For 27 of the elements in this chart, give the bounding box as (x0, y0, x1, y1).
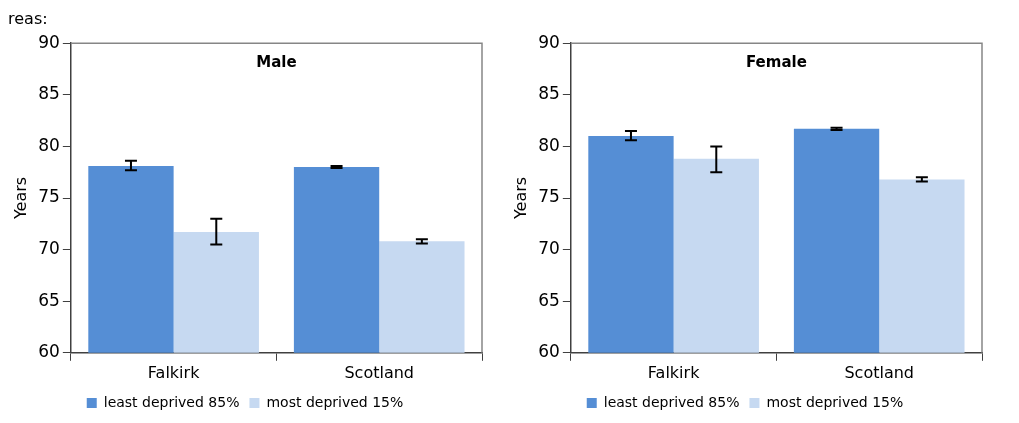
text: Female (745, 52, 807, 71)
legend-label: least deprived 85% (603, 393, 740, 410)
text: Male (256, 52, 297, 71)
y-tick-label: 65 (538, 289, 560, 310)
legend-label: least deprived 85% (103, 393, 240, 410)
y-tick-label: 85 (538, 83, 560, 104)
y-axis-title: Years (510, 176, 530, 221)
x-tick-label: Scotland (344, 362, 414, 382)
y-tick-label: 80 (538, 134, 560, 155)
legend-label: most deprived 15% (766, 393, 904, 410)
legend-label: most deprived 15% (266, 393, 404, 410)
y-tick-label: 75 (538, 186, 560, 207)
y-tick-label: 60 (38, 341, 60, 362)
y-tick-label: 90 (538, 31, 560, 52)
y-tick-label: 75 (38, 186, 60, 207)
y-tick-label: 65 (38, 289, 60, 310)
text: reas: (8, 8, 49, 30)
x-tick-label: Scotland (844, 362, 914, 382)
y-tick-label: 70 (538, 238, 560, 259)
y-tick-label: 70 (38, 238, 60, 259)
y-axis-title: Years (10, 176, 30, 221)
y-tick-label: 80 (38, 134, 60, 155)
x-tick-label: Falkirk (147, 362, 201, 382)
x-tick-label: Falkirk (647, 362, 701, 382)
y-tick-label: 60 (538, 341, 560, 362)
y-tick-label: 90 (38, 31, 60, 52)
y-tick-label: 85 (38, 83, 60, 104)
